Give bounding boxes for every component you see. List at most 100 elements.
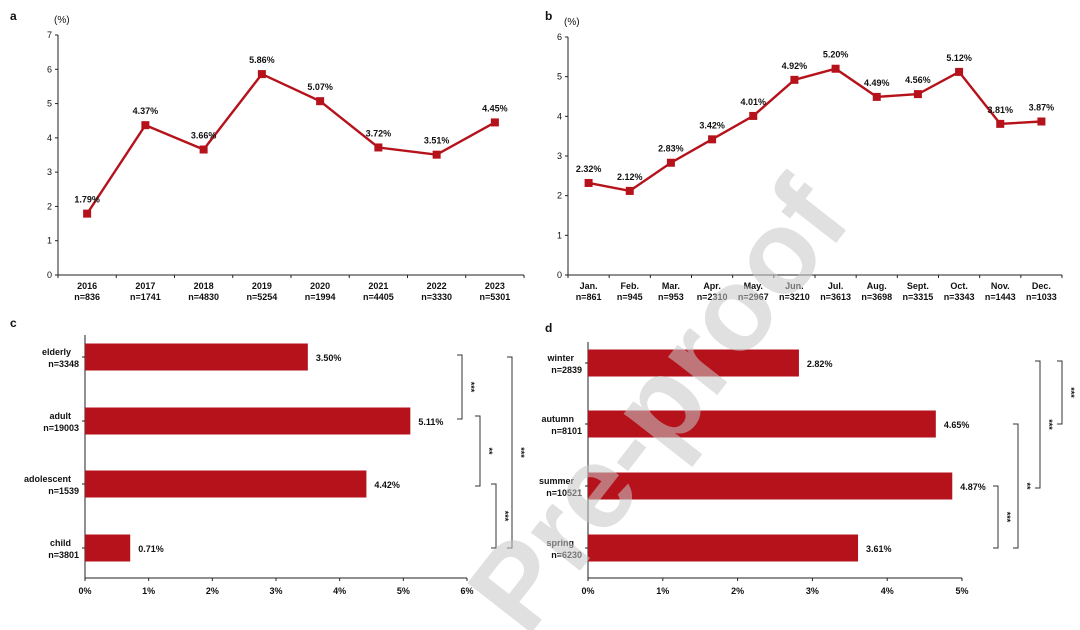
x-sample-size-label: n=3343 — [944, 292, 975, 302]
significance-bracket — [993, 485, 999, 549]
data-value-label: 3.42% — [699, 120, 725, 130]
bar-value-label: 4.87% — [960, 482, 986, 492]
y-tick-label: 1 — [47, 236, 52, 246]
data-point-marker — [374, 143, 383, 152]
x-tick-label: 3% — [269, 586, 282, 596]
x-sample-size-label: n=1741 — [130, 292, 161, 302]
data-point-marker — [141, 121, 150, 130]
data-value-label: 4.92% — [782, 61, 808, 71]
x-sample-size-label: n=953 — [658, 292, 684, 302]
bar-value-label: 4.65% — [944, 420, 970, 430]
data-value-label: 4.49% — [864, 78, 890, 88]
y-tick-label: 3 — [47, 167, 52, 177]
x-sample-size-label: n=2967 — [738, 292, 769, 302]
bar — [85, 407, 411, 435]
x-category-label: Nov. — [991, 281, 1010, 291]
significance-stars: *** — [516, 447, 526, 458]
significance-stars: *** — [1002, 512, 1012, 523]
x-tick-label: 5% — [955, 586, 968, 596]
data-point-marker — [913, 90, 922, 99]
x-category-label: 2018 — [194, 281, 214, 291]
data-point-marker — [790, 75, 799, 84]
sample-size-label: n=6230 — [551, 550, 582, 560]
x-category-label: 2017 — [135, 281, 155, 291]
x-category-label: Jun. — [785, 281, 804, 291]
x-category-label: May. — [744, 281, 763, 291]
significance-bracket — [1013, 423, 1019, 549]
bar — [85, 470, 367, 498]
x-sample-size-label: n=1994 — [305, 292, 336, 302]
significance-bracket — [491, 483, 497, 549]
x-category-label: Jul. — [828, 281, 844, 291]
data-point-marker — [316, 97, 325, 106]
x-tick-label: 1% — [656, 586, 669, 596]
bar-value-label: 0.71% — [138, 544, 164, 554]
x-category-label: Feb. — [620, 281, 639, 291]
x-sample-size-label: n=1443 — [985, 292, 1016, 302]
y-tick-label: 4 — [557, 111, 562, 121]
significance-bracket — [1035, 360, 1041, 489]
bar — [588, 534, 859, 562]
bar-value-label: 5.11% — [418, 417, 443, 427]
data-point-marker — [432, 150, 441, 159]
data-point-marker — [584, 178, 593, 187]
x-category-label: Aug. — [867, 281, 887, 291]
sample-size-label: n=1539 — [48, 486, 79, 496]
panel-d-bar-chart: d 0% 1% 2% 3% 4% 5% winter n=2839 2.82% autumn n=81… — [539, 321, 1076, 596]
data-point-marker — [490, 118, 499, 127]
significance-stars: *** — [466, 382, 476, 393]
panel-letter: c — [10, 316, 17, 330]
data-point-marker — [1037, 117, 1046, 126]
x-category-label: Apr. — [703, 281, 721, 291]
data-point-marker — [257, 70, 266, 79]
x-sample-size-label: n=861 — [576, 292, 602, 302]
sample-size-label: n=8101 — [551, 426, 582, 436]
x-sample-size-label: n=5301 — [479, 292, 510, 302]
data-value-label: 1.79% — [74, 195, 100, 205]
data-value-label: 5.12% — [946, 53, 972, 63]
data-value-label: 2.12% — [617, 172, 643, 182]
x-sample-size-label: n=5254 — [246, 292, 277, 302]
category-label: elderly — [42, 347, 71, 357]
x-tick-label: 2% — [731, 586, 744, 596]
bar-value-label: 3.61% — [866, 544, 892, 554]
sample-size-label: n=2839 — [551, 365, 582, 375]
y-tick-label: 6 — [557, 32, 562, 42]
data-value-label: 4.37% — [133, 106, 159, 116]
x-tick-label: 4% — [333, 586, 346, 596]
data-value-label: 2.83% — [658, 144, 684, 154]
x-tick-label: 1% — [142, 586, 155, 596]
y-tick-label: 4 — [47, 133, 52, 143]
y-tick-label: 5 — [47, 99, 52, 109]
y-tick-label: 7 — [47, 30, 52, 40]
data-point-marker — [83, 209, 92, 218]
x-category-label: Sept. — [907, 281, 929, 291]
data-point-marker — [996, 119, 1005, 128]
sample-size-label: n=10521 — [546, 488, 582, 498]
data-value-label: 3.81% — [987, 105, 1013, 115]
data-value-label: 3.87% — [1029, 102, 1055, 112]
x-category-label: 2023 — [485, 281, 505, 291]
data-value-label: 5.86% — [249, 55, 275, 65]
x-sample-size-label: n=1033 — [1026, 292, 1057, 302]
data-value-label: 2.32% — [576, 164, 602, 174]
panel-letter: d — [545, 321, 552, 335]
bar-value-label: 2.82% — [807, 359, 833, 369]
x-sample-size-label: n=3613 — [820, 292, 851, 302]
x-sample-size-label: n=2310 — [697, 292, 728, 302]
x-category-label: 2020 — [310, 281, 330, 291]
data-point-marker — [955, 67, 964, 76]
category-label: autumn — [542, 414, 575, 424]
panel-letter: b — [545, 9, 552, 23]
sample-size-label: n=3348 — [48, 359, 79, 369]
x-category-label: 2022 — [427, 281, 447, 291]
data-point-marker — [708, 135, 717, 144]
bar-value-label: 3.50% — [316, 353, 342, 363]
y-tick-label: 2 — [47, 201, 52, 211]
x-tick-label: 5% — [397, 586, 410, 596]
y-unit-label: (%) — [564, 17, 580, 28]
panel-b-line-chart: b (%) 0 1 2 3 4 5 6 Jan.n=861 Feb.n=945 Mar.n=953 Ap… — [545, 9, 1063, 302]
y-tick-label: 5 — [557, 72, 562, 82]
data-value-label: 3.72% — [366, 128, 392, 138]
